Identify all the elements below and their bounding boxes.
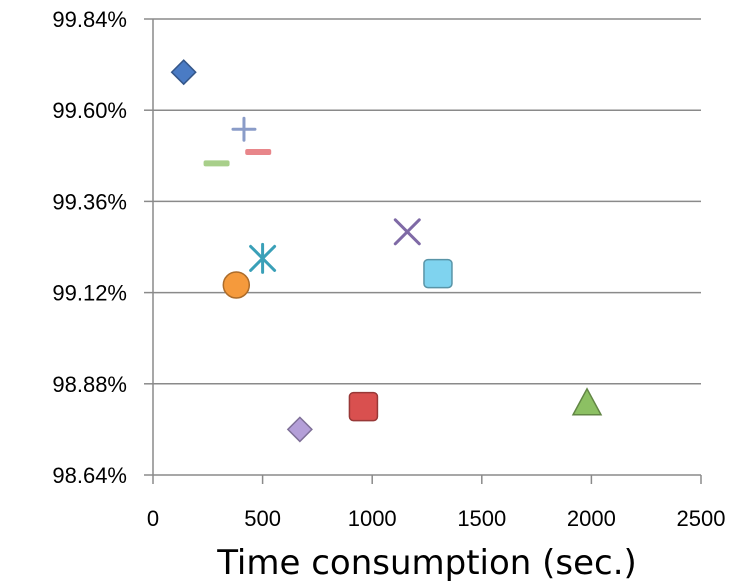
data-point-plus (231, 116, 257, 142)
data-point-circle (222, 271, 251, 299)
y-tick-label: 99.36% (52, 189, 127, 214)
y-tick-label: 98.88% (52, 372, 127, 397)
data-point-dash (245, 149, 272, 155)
data-point-dash (203, 160, 230, 167)
axes (144, 18, 702, 484)
y-tick-label: 99.84% (52, 7, 127, 32)
data-points (170, 59, 603, 443)
x-tick-label: 500 (244, 506, 281, 531)
gridlines (153, 18, 701, 385)
x-tick-label: 1500 (457, 506, 506, 531)
data-point-diamond (286, 416, 313, 443)
data-point-triangle (571, 387, 603, 416)
x-tick-labels: 0 500 1000 1500 2000 2500 (147, 506, 726, 531)
y-tick-labels: 98.64% 98.88% 99.12% 99.36% 99.60% 99.84% (52, 7, 127, 488)
y-tick-label: 99.60% (52, 98, 127, 123)
x-tick-label: 0 (147, 506, 159, 531)
data-point-diamond (170, 59, 197, 86)
y-tick-label: 98.64% (52, 463, 127, 488)
y-tick-label: 99.12% (52, 281, 127, 306)
data-point-x (393, 218, 421, 246)
data-point-square (348, 391, 379, 422)
data-point-square (423, 258, 453, 289)
x-axis-title: Time consumption (sec.) (216, 543, 637, 583)
data-point-star (249, 242, 277, 274)
x-tick-label: 1000 (348, 506, 397, 531)
x-tick-label: 2000 (567, 506, 616, 531)
x-tick-label: 2500 (677, 506, 726, 531)
